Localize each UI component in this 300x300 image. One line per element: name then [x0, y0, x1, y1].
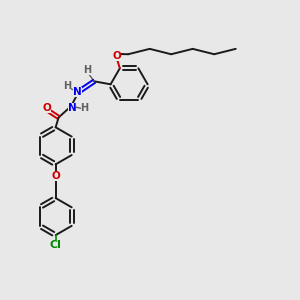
- Text: N: N: [68, 103, 76, 113]
- Text: O: O: [42, 103, 51, 112]
- Text: O: O: [112, 51, 121, 61]
- Text: H: H: [80, 103, 89, 113]
- Text: H: H: [63, 81, 71, 92]
- Text: H: H: [83, 65, 92, 75]
- Text: O: O: [51, 171, 60, 181]
- Text: Cl: Cl: [50, 240, 62, 250]
- Text: N: N: [73, 87, 82, 98]
